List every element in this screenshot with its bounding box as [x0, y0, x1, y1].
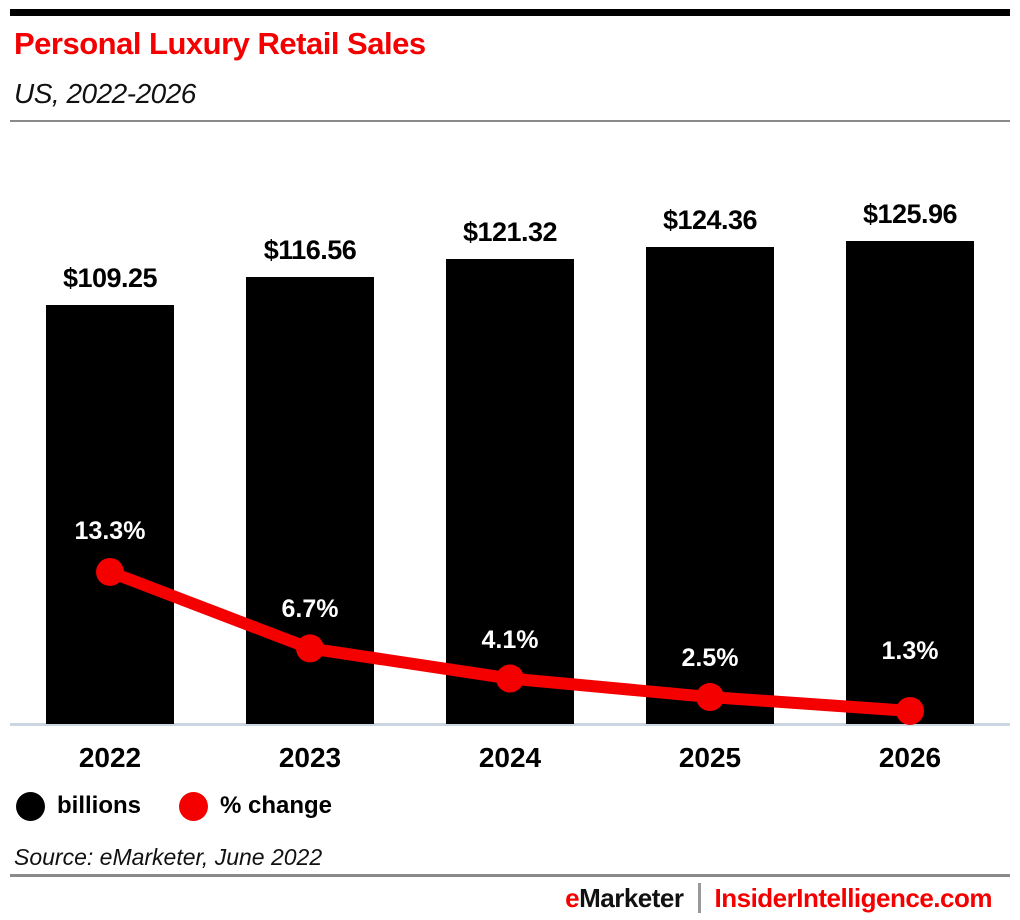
page-subtitle: US, 2022-2026 — [14, 78, 196, 109]
x-axis-line — [10, 723, 1010, 726]
legend-label-pct-change: % change — [220, 792, 333, 819]
x-axis-label-2026: 2026 — [878, 742, 942, 773]
footer-divider — [10, 874, 1010, 877]
top-rule — [10, 9, 1010, 16]
bar-2022 — [46, 305, 174, 724]
emarketer-logo-e: e — [565, 882, 580, 913]
pct-change-label-2024: 4.1% — [481, 625, 539, 654]
emarketer-logo: eMarketer — [565, 882, 684, 914]
x-axis-label-2024: 2024 — [478, 742, 542, 773]
insider-intelligence-url: InsiderIntelligence.com — [714, 882, 993, 913]
x-axis-label-2023: 2023 — [278, 742, 342, 773]
x-axis-label-2025: 2025 — [678, 742, 742, 773]
bar-value-label-2024: $121.32 — [462, 216, 558, 247]
pct-change-label-2023: 6.7% — [281, 595, 339, 624]
x-axis-label-2022: 2022 — [78, 742, 142, 773]
bar-value-label-2026: $125.96 — [862, 199, 958, 230]
footer: eMarketer InsiderIntelligence.com — [565, 881, 993, 915]
legend-item-pct-change: % change — [179, 791, 333, 821]
footer-separator — [697, 883, 701, 913]
bar-value-label-2022: $109.25 — [62, 263, 158, 294]
bar-2023 — [246, 277, 374, 724]
pct-change-label-2026: 1.3% — [881, 636, 939, 665]
bar-value-label-2023: $116.56 — [263, 235, 357, 266]
legend: billions % change — [16, 789, 332, 823]
page-title: Personal Luxury Retail Sales — [14, 26, 426, 61]
legend-label-billions: billions — [57, 792, 141, 819]
header-divider — [10, 120, 1010, 122]
pct-change-dot-icon — [179, 791, 208, 821]
legend-item-billions: billions — [16, 791, 141, 821]
bar-value-label-2025: $124.36 — [662, 205, 758, 236]
billions-dot-icon — [16, 791, 45, 821]
source-note: Source: eMarketer, June 2022 — [14, 844, 323, 870]
emarketer-logo-rest: Marketer — [579, 882, 684, 913]
pct-change-label-2022: 13.3% — [74, 516, 146, 545]
pct-change-label-2025: 2.5% — [681, 644, 739, 673]
